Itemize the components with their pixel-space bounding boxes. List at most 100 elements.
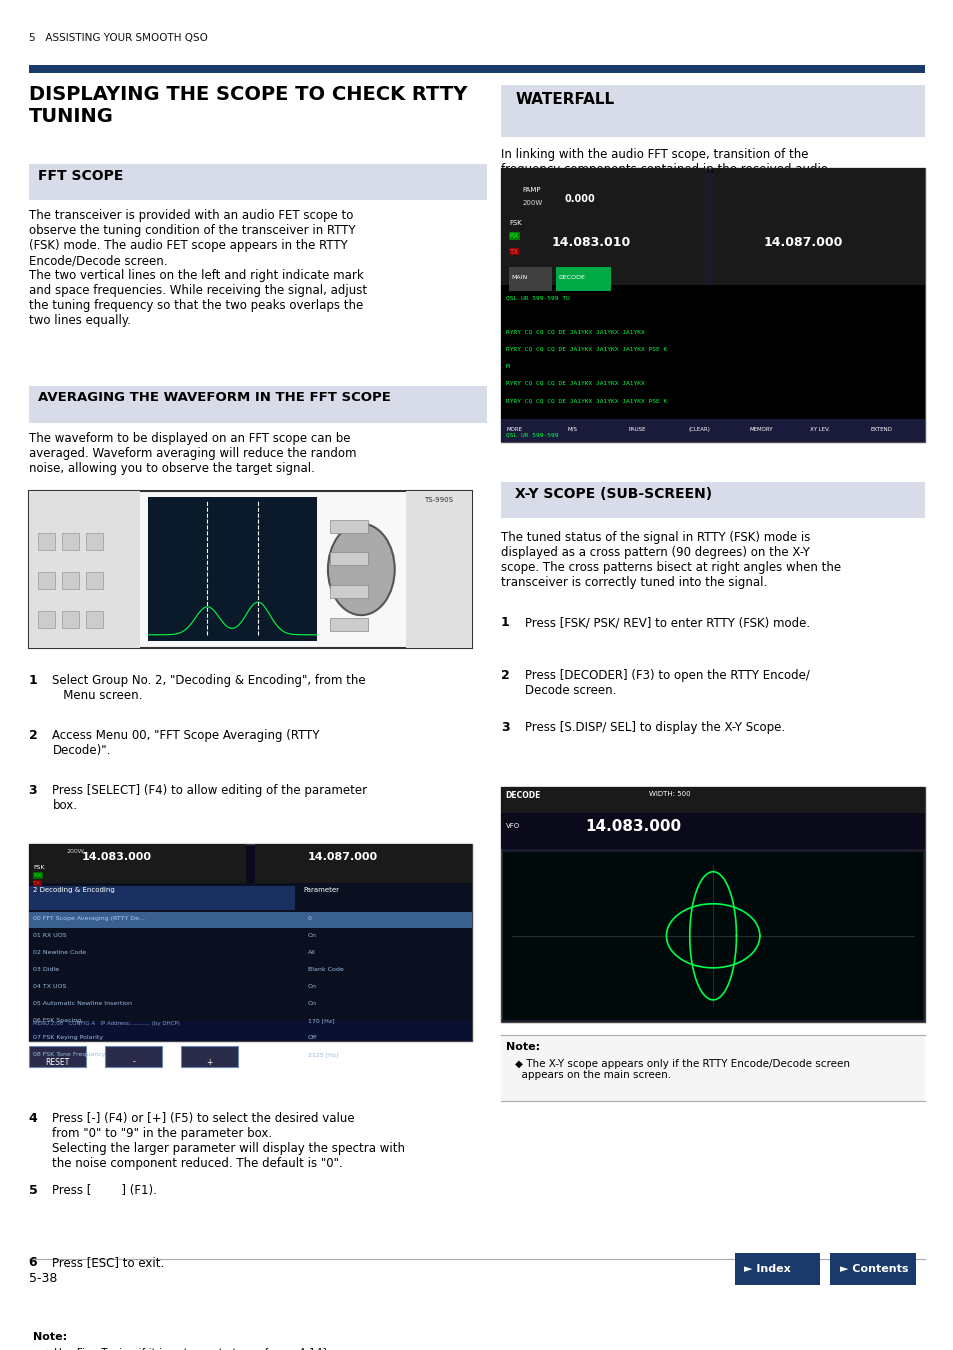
Bar — [330, 552, 368, 566]
Text: TX: TX — [33, 880, 42, 886]
Text: +: + — [207, 1057, 213, 1066]
Text: RX: RX — [33, 873, 42, 878]
Text: In linking with the audio FFT scope, transition of the
frequency components cont: In linking with the audio FFT scope, tra… — [500, 148, 827, 190]
Text: RESET: RESET — [45, 1057, 70, 1066]
Bar — [500, 813, 924, 849]
Text: XY LEV.: XY LEV. — [809, 427, 829, 432]
Text: ◆ The X-Y scope appears only if the RTTY Encode/Decode screen
  appears on the m: ◆ The X-Y scope appears only if the RTTY… — [515, 1058, 849, 1080]
Text: X-Y SCOPE (SUB-SCREEN): X-Y SCOPE (SUB-SCREEN) — [515, 487, 712, 501]
Bar — [38, 612, 55, 628]
Bar — [86, 572, 103, 589]
Bar — [500, 285, 924, 443]
Text: Select Group No. 2, "Decoding & Encoding", from the
   Menu screen.: Select Group No. 2, "Decoding & Encoding… — [52, 674, 366, 702]
Text: Press [-] (F4) or [+] (F5) to select the desired value
from "0" to "9" in the pa: Press [-] (F4) or [+] (F5) to select the… — [52, 1112, 405, 1170]
Bar — [405, 491, 472, 648]
Text: Blank Code: Blank Code — [308, 967, 343, 972]
Bar — [29, 844, 246, 883]
Text: Press [SELECT] (F4) to allow editing of the parameter
box.: Press [SELECT] (F4) to allow editing of … — [52, 784, 367, 811]
Circle shape — [328, 524, 395, 616]
Text: 5-38: 5-38 — [29, 1272, 57, 1285]
Text: FSK: FSK — [509, 220, 521, 225]
Bar — [29, 491, 472, 648]
Text: RYRY CQ CQ CQ DE JA1YKX JA1YKX JA1YKX: RYRY CQ CQ CQ DE JA1YKX JA1YKX JA1YKX — [505, 329, 643, 335]
Text: RYRY CQ CQ CQ DE JA1YKX JA1YKX JA1YKX: RYRY CQ CQ CQ DE JA1YKX JA1YKX JA1YKX — [505, 381, 643, 386]
Text: 200W: 200W — [67, 849, 85, 855]
Text: DECODE: DECODE — [558, 275, 584, 279]
Text: 00 FFT Scope Averaging (RTTY De...: 00 FFT Scope Averaging (RTTY De... — [33, 917, 145, 921]
Text: 1: 1 — [500, 617, 509, 629]
Bar — [29, 886, 294, 910]
Bar — [502, 852, 923, 1019]
Text: Parameter: Parameter — [303, 887, 339, 894]
Text: FFT SCOPE: FFT SCOPE — [38, 169, 123, 182]
Text: 2: 2 — [29, 729, 37, 742]
Bar — [29, 844, 472, 1041]
Bar — [29, 1046, 86, 1066]
Text: -: - — [132, 1057, 134, 1066]
Bar — [105, 1046, 162, 1066]
Text: The tuned status of the signal in RTTY (FSK) mode is
displayed as a cross patter: The tuned status of the signal in RTTY (… — [500, 532, 841, 590]
Text: MORE: MORE — [506, 427, 522, 432]
Text: QSL UR 599-599 TU: QSL UR 599-599 TU — [505, 296, 569, 301]
Bar — [86, 533, 103, 549]
Bar — [86, 612, 103, 628]
Bar — [829, 1253, 915, 1285]
Bar — [29, 491, 139, 648]
Text: 2125 [Hz]: 2125 [Hz] — [308, 1052, 338, 1057]
Bar — [500, 787, 924, 1022]
Bar — [29, 65, 924, 73]
Bar — [734, 1253, 820, 1285]
Text: 1: 1 — [29, 674, 37, 687]
Text: RYRY CQ CQ CQ DE JA1YKX JA1YKX JA1YKX PSE K: RYRY CQ CQ CQ DE JA1YKX JA1YKX JA1YKX PS… — [505, 347, 666, 352]
Text: 04 TX UOS: 04 TX UOS — [33, 984, 67, 990]
Bar — [330, 618, 368, 630]
Text: PAMP: PAMP — [521, 188, 540, 193]
Text: The transceiver is provided with an audio FET scope to
observe the tuning condit: The transceiver is provided with an audi… — [29, 209, 366, 328]
Text: RX: RX — [509, 234, 518, 239]
Bar — [254, 844, 472, 883]
Text: 2: 2 — [500, 668, 509, 682]
Bar — [500, 418, 924, 443]
Text: ◆ Use Fine Tuning if it is not easy to tune. {page 4-14}: ◆ Use Fine Tuning if it is not easy to t… — [43, 1349, 329, 1350]
Bar — [29, 913, 472, 927]
Text: PAUSE: PAUSE — [627, 427, 645, 432]
Bar — [556, 267, 611, 290]
Text: 01 RX UOS: 01 RX UOS — [33, 933, 67, 938]
Text: 07 FSK Keying Polarity: 07 FSK Keying Polarity — [33, 1035, 104, 1041]
Text: 3: 3 — [29, 784, 37, 796]
Text: 2 Decoding & Encoding: 2 Decoding & Encoding — [33, 887, 115, 894]
Text: On: On — [308, 1002, 316, 1006]
Text: WATERFALL: WATERFALL — [515, 92, 614, 107]
Text: 3: 3 — [500, 721, 509, 734]
Text: RYRY CQ CQ CQ DE JA1YKX JA1YKX JA1YKX PSE K: RYRY CQ CQ CQ DE JA1YKX JA1YKX JA1YKX PS… — [505, 398, 666, 402]
Bar — [330, 585, 368, 598]
Bar — [500, 167, 924, 443]
Text: 4: 4 — [29, 1112, 37, 1126]
Text: 05 Automatic Newline Insertion: 05 Automatic Newline Insertion — [33, 1002, 132, 1006]
Text: 6: 6 — [29, 1257, 37, 1269]
Text: 14.087.000: 14.087.000 — [763, 236, 842, 248]
Text: VFO: VFO — [505, 824, 519, 829]
Text: The waveform to be displayed on an FFT scope can be
averaged. Waveform averaging: The waveform to be displayed on an FFT s… — [29, 432, 355, 475]
Text: 0.000: 0.000 — [564, 193, 595, 204]
Text: 08 FSK Tone Frequency: 08 FSK Tone Frequency — [33, 1052, 106, 1057]
Bar — [500, 167, 704, 285]
Text: 0: 0 — [308, 917, 312, 921]
Text: QSL UR 599-599: QSL UR 599-599 — [505, 432, 558, 437]
Bar — [38, 572, 55, 589]
Text: EXTEND: EXTEND — [870, 427, 892, 432]
Text: 200W: 200W — [521, 200, 541, 207]
Text: M: M — [505, 364, 509, 369]
Bar — [29, 883, 472, 1041]
Text: On: On — [308, 933, 316, 938]
Bar — [62, 612, 79, 628]
Text: DECODE: DECODE — [505, 791, 540, 799]
Text: ► Contents: ► Contents — [839, 1264, 907, 1274]
Text: 170 [Hz]: 170 [Hz] — [308, 1018, 335, 1023]
Bar — [29, 163, 486, 200]
Text: Press [S.DISP/ SEL] to display the X-Y Scope.: Press [S.DISP/ SEL] to display the X-Y S… — [524, 721, 784, 734]
Text: 14.083.000: 14.083.000 — [585, 819, 681, 834]
Bar — [62, 533, 79, 549]
Bar — [38, 533, 55, 549]
Text: Press [ESC] to exit.: Press [ESC] to exit. — [52, 1257, 165, 1269]
